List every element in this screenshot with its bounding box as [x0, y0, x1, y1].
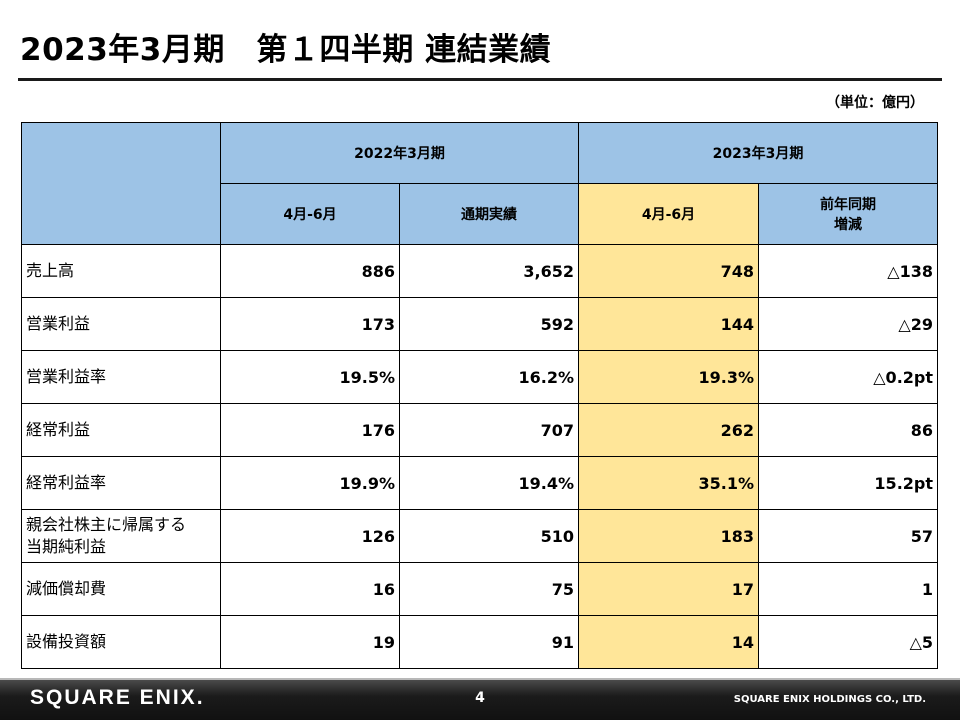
- cell-yoy-change: △29: [758, 297, 938, 351]
- table-row: 経常利益 176 707 262 86: [21, 403, 938, 457]
- page-title: 2023年3月期 第１四半期 連結業績: [20, 32, 552, 68]
- cell-q1-2022: 176: [220, 403, 400, 457]
- header-q1-2023: 4月-6月: [578, 183, 759, 245]
- cell-yoy-change: △0.2pt: [758, 350, 938, 404]
- header-yoy-change: 前年同期 増減: [758, 183, 938, 245]
- header-fy2023: 2023年3月期: [578, 122, 938, 184]
- cell-q1-2022: 173: [220, 297, 400, 351]
- header-fy2022: 2022年3月期: [220, 122, 579, 184]
- row-label: 経常利益: [21, 403, 221, 457]
- cell-full-year-2022: 510: [399, 509, 579, 563]
- cell-q1-2023: 262: [578, 403, 759, 457]
- cell-q1-2023: 17: [578, 562, 759, 616]
- row-label-line1: 売上高: [26, 261, 75, 281]
- cell-q1-2023: 35.1%: [578, 456, 759, 510]
- cell-q1-2023: 19.3%: [578, 350, 759, 404]
- table-row: 営業利益率 19.5% 16.2% 19.3% △0.2pt: [21, 350, 938, 404]
- footer-bar: [0, 680, 960, 720]
- cell-yoy-change: 57: [758, 509, 938, 563]
- cell-q1-2022: 16: [220, 562, 400, 616]
- row-label-line1: 営業利益: [26, 314, 91, 334]
- cell-q1-2022: 126: [220, 509, 400, 563]
- table-row: 経常利益率 19.9% 19.4% 35.1% 15.2pt: [21, 456, 938, 510]
- row-label-line1: 経常利益率: [26, 473, 107, 493]
- cell-q1-2022: 19.5%: [220, 350, 400, 404]
- header-full-year-2022: 通期実績: [399, 183, 579, 245]
- row-label-line1: 経常利益: [26, 420, 91, 440]
- cell-yoy-change: 1: [758, 562, 938, 616]
- row-label: 減価償却費: [21, 562, 221, 616]
- corner-header-cell: [21, 122, 221, 245]
- title-divider: [18, 78, 942, 81]
- header-q1-2022: 4月-6月: [220, 183, 400, 245]
- unit-label: （単位：億円）: [826, 95, 924, 111]
- cell-q1-2023: 144: [578, 297, 759, 351]
- row-label: 売上高: [21, 244, 221, 298]
- square-enix-logo: SQUARE ENIX.: [30, 686, 205, 709]
- row-label: 経常利益率: [21, 456, 221, 510]
- page-number: 4: [475, 690, 485, 706]
- cell-q1-2022: 886: [220, 244, 400, 298]
- cell-yoy-change: 15.2pt: [758, 456, 938, 510]
- table-row: 親会社株主に帰属する 当期純利益 126 510 183 57: [21, 509, 938, 563]
- cell-full-year-2022: 16.2%: [399, 350, 579, 404]
- cell-full-year-2022: 3,652: [399, 244, 579, 298]
- row-label: 営業利益: [21, 297, 221, 351]
- table-row: 減価償却費 16 75 17 1: [21, 562, 938, 616]
- cell-q1-2023: 748: [578, 244, 759, 298]
- header-yoy-line1: 前年同期: [820, 197, 876, 213]
- row-label-line1: 減価償却費: [26, 579, 107, 599]
- cell-full-year-2022: 19.4%: [399, 456, 579, 510]
- cell-q1-2022: 19: [220, 615, 400, 669]
- cell-yoy-change: △138: [758, 244, 938, 298]
- cell-full-year-2022: 91: [399, 615, 579, 669]
- table-row: 設備投資額 19 91 14 △5: [21, 615, 938, 669]
- results-table: 2022年3月期 2023年3月期 4月-6月 通期実績 4月-6月 前年同期 …: [21, 122, 938, 669]
- cell-q1-2023: 183: [578, 509, 759, 563]
- cell-yoy-change: △5: [758, 615, 938, 669]
- footer-divider: [0, 678, 960, 680]
- cell-full-year-2022: 75: [399, 562, 579, 616]
- row-label-line2: 当期純利益: [26, 537, 107, 556]
- row-label-line1: 親会社株主に帰属する: [26, 515, 187, 535]
- table-row: 営業利益 173 592 144 △29: [21, 297, 938, 351]
- cell-full-year-2022: 592: [399, 297, 579, 351]
- company-name: SQUARE ENIX HOLDINGS CO., LTD.: [733, 694, 926, 705]
- row-label-line1: 営業利益率: [26, 367, 107, 387]
- row-label: 設備投資額: [21, 615, 221, 669]
- row-label: 営業利益率: [21, 350, 221, 404]
- row-label-line1: 設備投資額: [26, 632, 107, 652]
- cell-q1-2023: 14: [578, 615, 759, 669]
- cell-q1-2022: 19.9%: [220, 456, 400, 510]
- cell-yoy-change: 86: [758, 403, 938, 457]
- cell-full-year-2022: 707: [399, 403, 579, 457]
- row-label: 親会社株主に帰属する 当期純利益: [21, 509, 221, 563]
- table-row: 売上高 886 3,652 748 △138: [21, 244, 938, 298]
- header-yoy-line2: 増減: [834, 217, 862, 233]
